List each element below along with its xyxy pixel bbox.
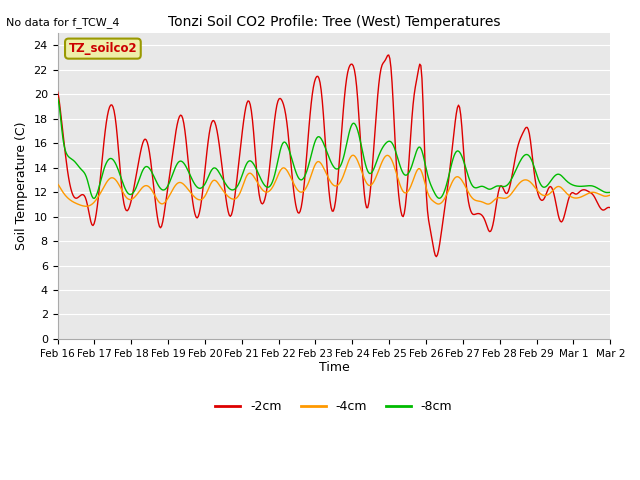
Text: No data for f_TCW_4: No data for f_TCW_4 <box>6 17 120 28</box>
Y-axis label: Soil Temperature (C): Soil Temperature (C) <box>15 122 28 250</box>
Text: TZ_soilco2: TZ_soilco2 <box>68 42 137 55</box>
X-axis label: Time: Time <box>319 361 349 374</box>
Title: Tonzi Soil CO2 Profile: Tree (West) Temperatures: Tonzi Soil CO2 Profile: Tree (West) Temp… <box>168 15 500 29</box>
Legend: -2cm, -4cm, -8cm: -2cm, -4cm, -8cm <box>211 396 458 419</box>
